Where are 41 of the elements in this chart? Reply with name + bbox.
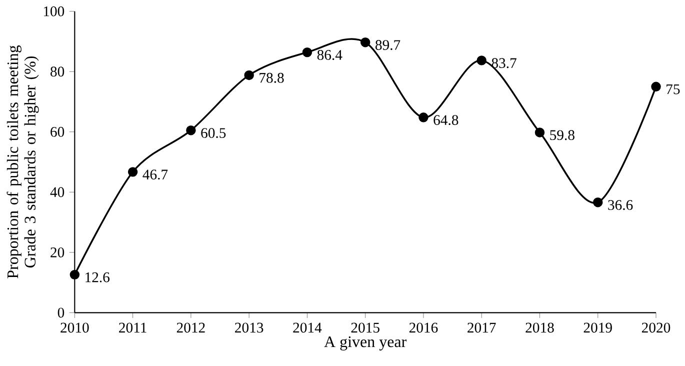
x-tick-label: 2013	[235, 322, 264, 333]
x-tick-label: 2016	[409, 322, 438, 333]
point	[476, 56, 486, 66]
point	[534, 128, 545, 138]
y-tick-label: 60	[50, 126, 64, 137]
y-tick-label: 40	[50, 187, 64, 198]
data-label: 60.5	[201, 128, 226, 138]
x-tick-label: 2017	[468, 322, 496, 333]
data-label: 89.7	[376, 40, 400, 50]
y-tick-label: 80	[50, 66, 64, 77]
point	[186, 125, 196, 136]
data-label: 83.7	[492, 58, 516, 68]
data-label: 78.8	[260, 72, 284, 83]
data-label: 36.6	[608, 200, 633, 210]
x-tick-label: 2010	[60, 322, 89, 333]
x-tick-label: 2020	[642, 322, 670, 333]
y-tick-label: 20	[50, 247, 64, 258]
data-label: 75	[666, 84, 680, 94]
data-label: 64.8	[434, 115, 458, 126]
y-tick-label: 0	[58, 308, 64, 318]
x-axis-title: A given year	[324, 336, 406, 350]
y-axis-title: Proportion of public toilets meeting Grade 3 standards or higher (%)	[6, 45, 39, 278]
point	[128, 167, 138, 177]
point	[418, 112, 428, 122]
x-tick-label: 2019	[584, 322, 612, 333]
point	[593, 197, 603, 208]
point	[651, 82, 661, 92]
data-label: 46.7	[142, 170, 168, 180]
x-tick-label: 2018	[526, 322, 554, 333]
data-label: 86.4	[317, 50, 342, 60]
x-tick-label: 2012	[176, 322, 205, 333]
y-tick-label: 100	[44, 6, 64, 16]
point	[70, 270, 80, 280]
data-label: 59.8	[550, 130, 574, 140]
x-tick-label: 2015	[351, 322, 380, 333]
point	[302, 47, 312, 58]
x-tick-label: 2011	[119, 322, 146, 333]
data-label: 12.6	[86, 272, 110, 282]
x-tick-label: 2014	[293, 322, 322, 333]
point	[360, 37, 370, 48]
point	[244, 70, 254, 80]
